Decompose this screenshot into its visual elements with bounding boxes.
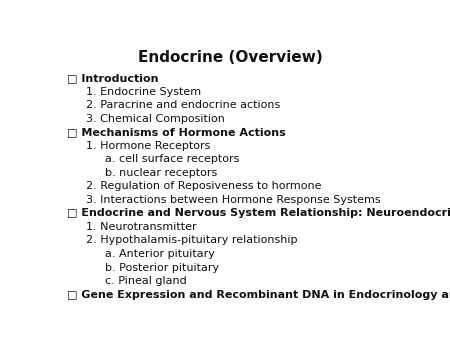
Text: 2. Paracrine and endocrine actions: 2. Paracrine and endocrine actions bbox=[86, 100, 280, 110]
Text: b. nuclear receptors: b. nuclear receptors bbox=[105, 168, 217, 178]
Text: 2. Regulation of Reposiveness to hormone: 2. Regulation of Reposiveness to hormone bbox=[86, 182, 321, 191]
Text: a. cell surface receptors: a. cell surface receptors bbox=[105, 154, 239, 164]
Text: 3. Chemical Composition: 3. Chemical Composition bbox=[86, 114, 225, 124]
Text: □ Introduction: □ Introduction bbox=[67, 73, 158, 83]
Text: b. Posterior pituitary: b. Posterior pituitary bbox=[105, 263, 219, 272]
Text: Endocrine (Overview): Endocrine (Overview) bbox=[138, 50, 323, 65]
Text: □ Endocrine and Nervous System Relationship: Neuroendocrinology: □ Endocrine and Nervous System Relations… bbox=[67, 209, 450, 218]
Text: □ Mechanisms of Hormone Actions: □ Mechanisms of Hormone Actions bbox=[67, 127, 285, 137]
Text: 1. Hormone Receptors: 1. Hormone Receptors bbox=[86, 141, 210, 151]
Text: 3. Interactions between Hormone Response Systems: 3. Interactions between Hormone Response… bbox=[86, 195, 381, 205]
Text: 2. Hypothalamis-pituitary relationship: 2. Hypothalamis-pituitary relationship bbox=[86, 236, 297, 245]
Text: 1. Neurotransmitter: 1. Neurotransmitter bbox=[86, 222, 197, 232]
Text: □ Gene Expression and Recombinant DNA in Endocrinology and Metabolism: □ Gene Expression and Recombinant DNA in… bbox=[67, 290, 450, 299]
Text: c. Pineal gland: c. Pineal gland bbox=[105, 276, 187, 286]
Text: a. Anterior pituitary: a. Anterior pituitary bbox=[105, 249, 215, 259]
Text: 1. Endocrine System: 1. Endocrine System bbox=[86, 87, 201, 97]
